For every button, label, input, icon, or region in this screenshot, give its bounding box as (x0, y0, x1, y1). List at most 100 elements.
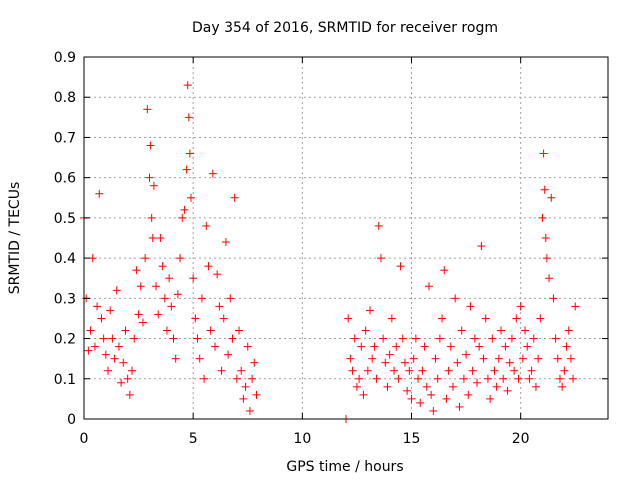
data-point (457, 326, 466, 335)
data-point (232, 374, 241, 383)
data-point (497, 326, 506, 335)
data-point (507, 334, 516, 343)
x-tick-label: 15 (403, 431, 421, 447)
data-point (119, 358, 128, 367)
data-point (553, 354, 562, 363)
data-point (433, 374, 442, 383)
y-tick-label: 0.7 (54, 130, 76, 146)
data-point (488, 334, 497, 343)
data-point (178, 213, 187, 222)
y-axis-label: SRMTID / TECUs (7, 182, 23, 295)
data-point (90, 342, 99, 351)
data-point (125, 390, 134, 399)
data-point (221, 238, 230, 247)
y-tick-label: 0.5 (54, 211, 76, 227)
data-point (104, 366, 113, 375)
x-axis-label: GPS time / hours (286, 459, 403, 475)
data-point (459, 374, 468, 383)
data-point (414, 374, 423, 383)
data-point (564, 326, 573, 335)
data-point (424, 282, 433, 291)
data-point (193, 334, 202, 343)
data-point (149, 181, 158, 190)
data-point (549, 294, 558, 303)
data-point (215, 302, 224, 311)
data-point (444, 366, 453, 375)
data-point (217, 366, 226, 375)
data-point (208, 169, 217, 178)
data-point (545, 274, 554, 283)
data-point (117, 378, 126, 387)
data-point (462, 350, 471, 359)
data-point (514, 374, 523, 383)
data-point (183, 81, 192, 90)
data-point (464, 390, 473, 399)
data-point (219, 314, 228, 323)
data-point (510, 366, 519, 375)
data-point (162, 326, 171, 335)
data-point (95, 189, 104, 198)
data-point (173, 290, 182, 299)
data-point (235, 326, 244, 335)
data-point (185, 149, 194, 158)
data-point (184, 113, 193, 122)
grid-lines (84, 57, 608, 419)
data-point (398, 334, 407, 343)
data-point (226, 294, 235, 303)
data-point (394, 374, 403, 383)
data-point (407, 394, 416, 403)
data-point (494, 354, 503, 363)
data-point (169, 334, 178, 343)
x-tick-label: 5 (189, 431, 198, 447)
data-point (416, 398, 425, 407)
data-point (490, 366, 499, 375)
data-point (427, 390, 436, 399)
data-point (156, 234, 165, 242)
data-point (348, 366, 357, 375)
data-point (206, 326, 215, 335)
data-point (138, 318, 147, 327)
data-point (473, 378, 481, 387)
data-point (372, 374, 381, 383)
data-point (182, 165, 191, 174)
y-tick-label: 0.9 (54, 50, 76, 66)
data-point (418, 366, 427, 375)
data-point (518, 354, 527, 363)
data-point (400, 358, 409, 367)
data-point (346, 354, 355, 363)
data-point (237, 366, 246, 375)
data-point (562, 342, 571, 351)
axis-ticks: 0 0.1 0.2 0.3 0.4 0.5 0.6 0.7 0.8 0.9 0 5 10 15 20 (54, 50, 608, 447)
data-point (97, 314, 106, 323)
data-point (383, 382, 392, 391)
data-point (200, 374, 209, 383)
data-point (571, 302, 580, 311)
data-point (167, 302, 176, 311)
data-point (239, 394, 248, 403)
data-point (202, 221, 211, 230)
data-point (136, 282, 145, 291)
data-point (409, 354, 418, 363)
data-point (420, 342, 429, 351)
y-tick-label: 0.4 (54, 251, 76, 267)
data-point (204, 262, 213, 271)
data-point (191, 314, 200, 323)
data-point (195, 354, 204, 363)
data-point (224, 350, 233, 359)
data-point (250, 358, 259, 367)
data-point (501, 342, 510, 351)
data-point (197, 294, 206, 303)
data-point (99, 334, 108, 343)
data-point (455, 402, 464, 411)
data-point (88, 254, 97, 263)
data-point (243, 342, 252, 351)
data-point (486, 394, 495, 403)
data-point (106, 306, 115, 315)
data-point (357, 342, 366, 351)
data-point (475, 342, 484, 351)
data-point (560, 366, 569, 375)
data-point (146, 141, 155, 150)
data-point (112, 286, 121, 295)
data-point (569, 374, 578, 383)
data-point (390, 366, 399, 375)
